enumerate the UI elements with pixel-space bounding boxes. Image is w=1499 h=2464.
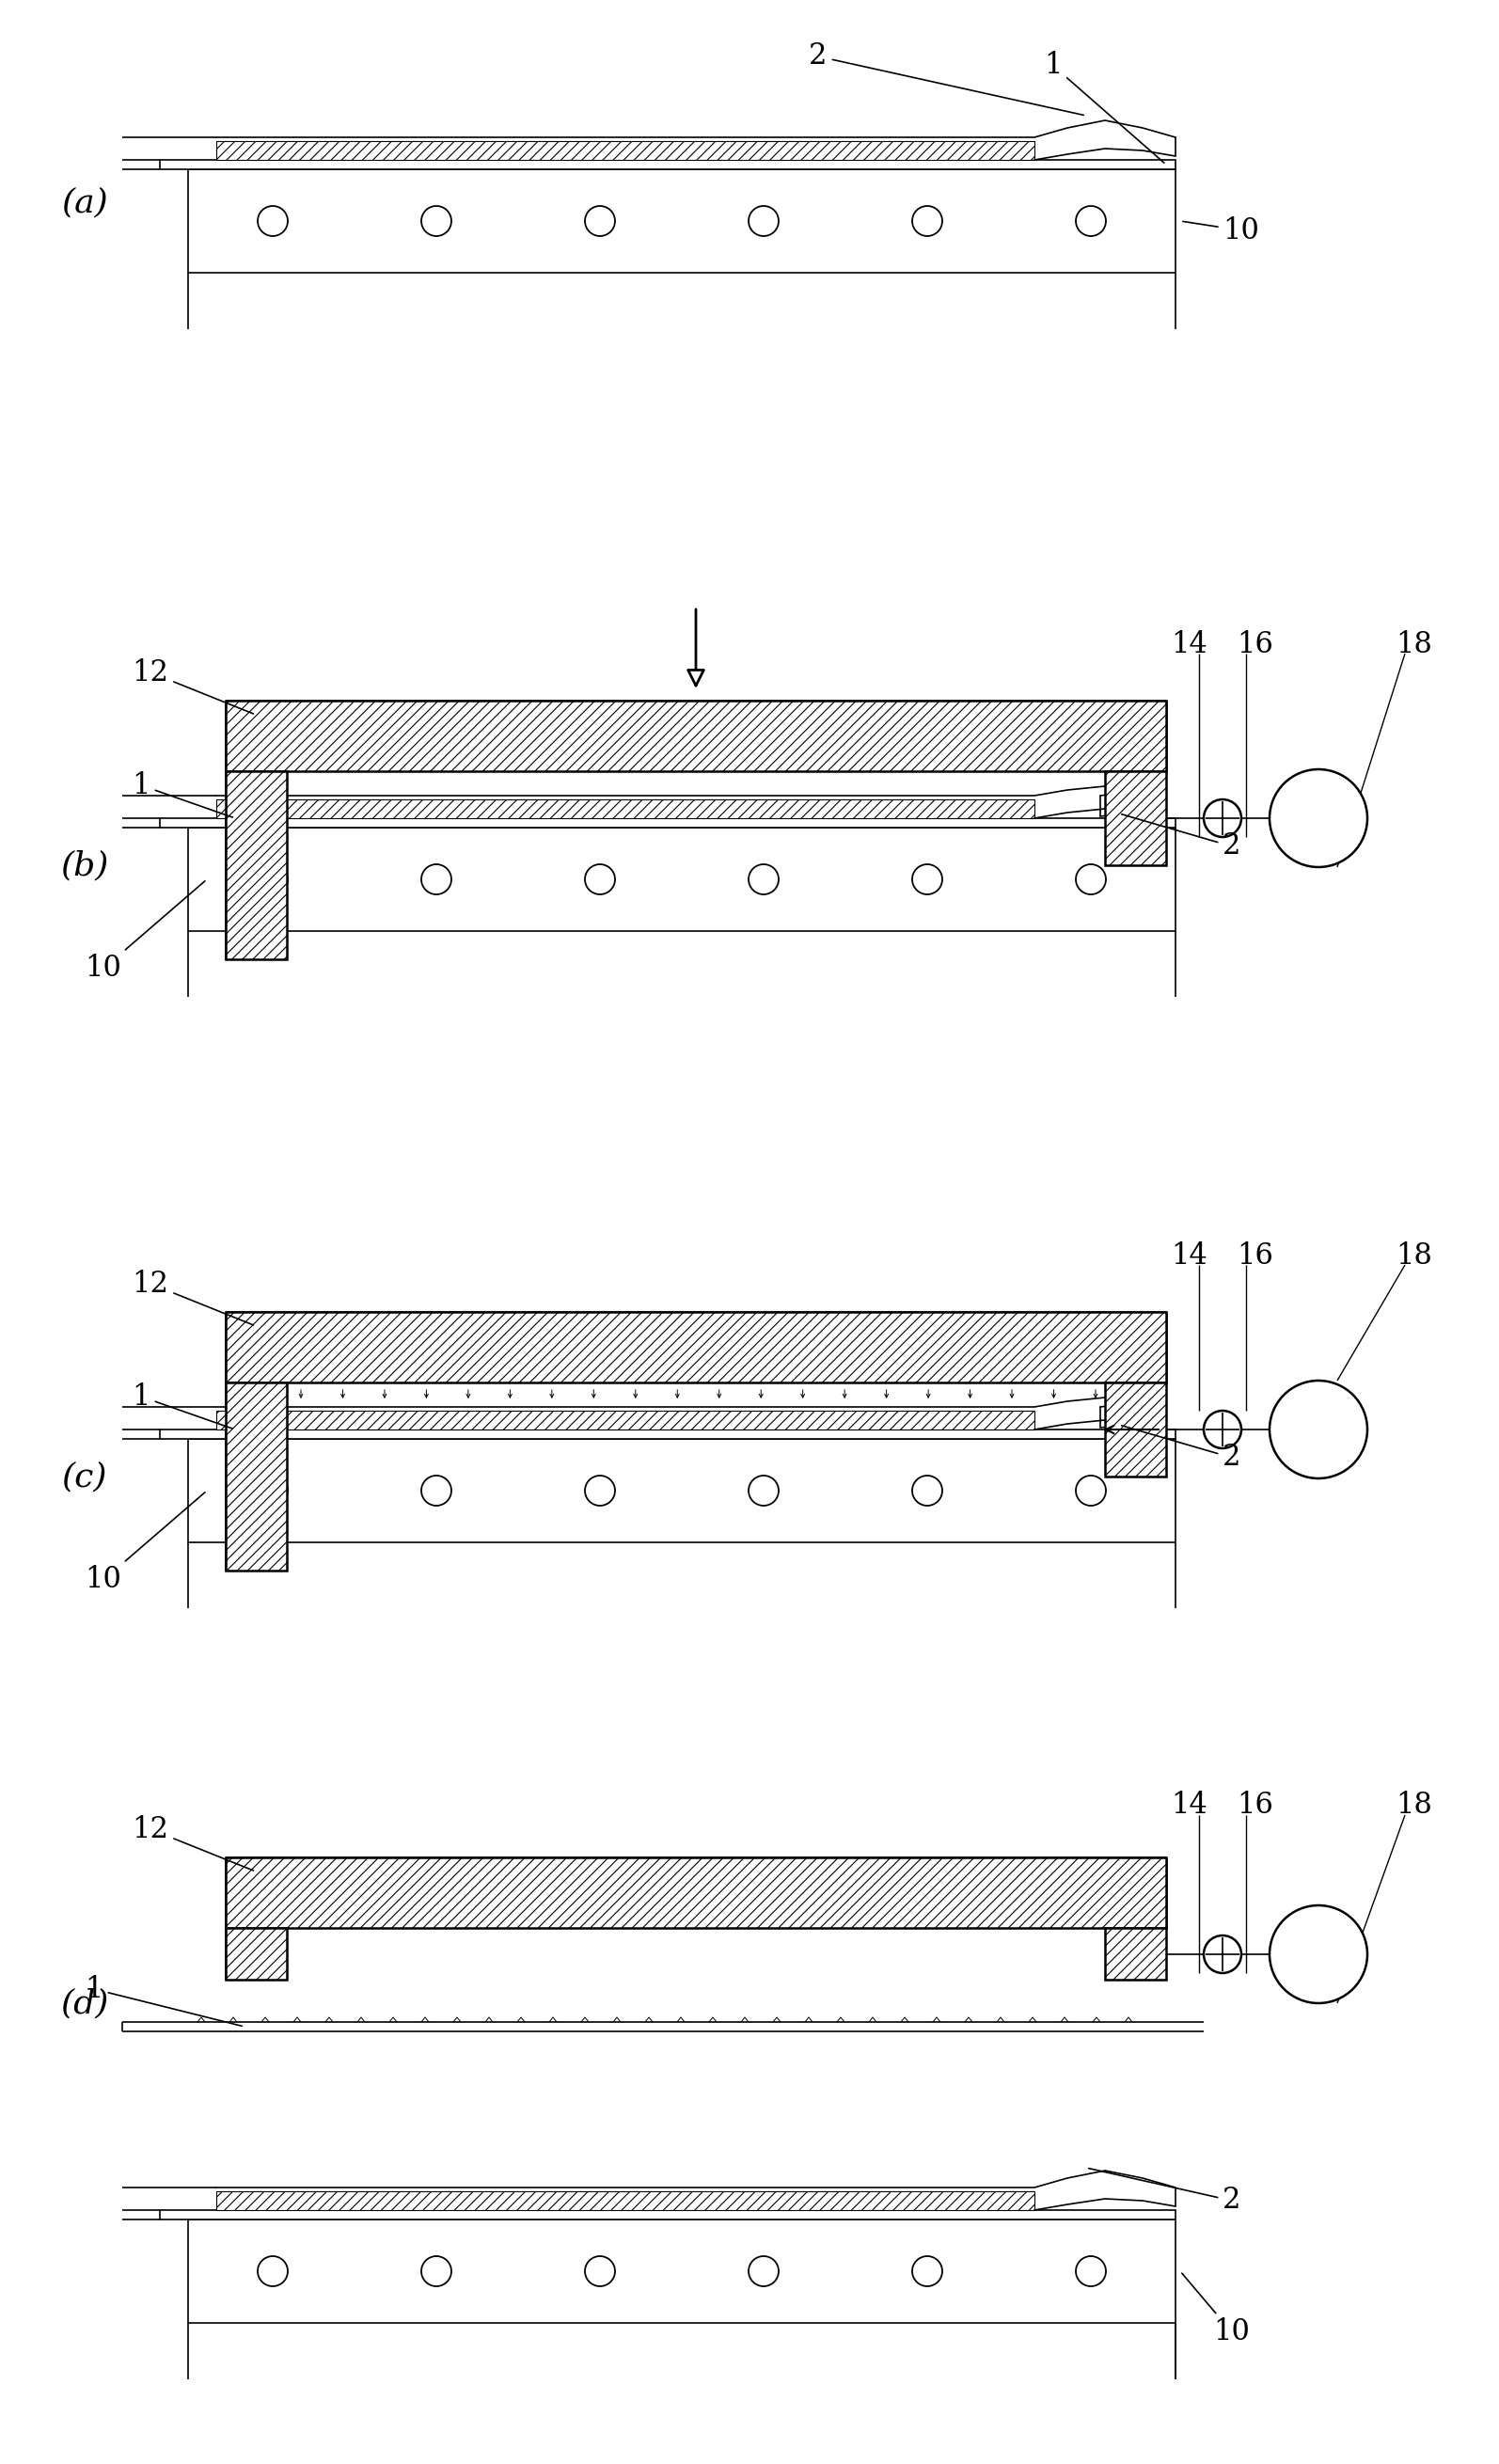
Circle shape <box>913 207 943 237</box>
Bar <box>160 160 1175 170</box>
Circle shape <box>1270 769 1367 867</box>
Circle shape <box>1270 1905 1367 2003</box>
Bar <box>187 828 1175 931</box>
Circle shape <box>421 1476 451 1506</box>
Circle shape <box>1076 1476 1106 1506</box>
Text: 2: 2 <box>1088 2168 1241 2215</box>
Circle shape <box>1204 1934 1241 1974</box>
Text: 18: 18 <box>1396 1242 1433 1269</box>
Circle shape <box>1076 865 1106 894</box>
Text: 12: 12 <box>132 658 253 715</box>
Circle shape <box>1204 1412 1241 1449</box>
Circle shape <box>421 207 451 237</box>
Circle shape <box>1204 798 1241 838</box>
Bar <box>226 1858 1166 1927</box>
Circle shape <box>1076 2257 1106 2287</box>
Text: (b): (b) <box>60 850 109 882</box>
Text: 16: 16 <box>1237 631 1274 658</box>
Circle shape <box>258 865 288 894</box>
Text: (a): (a) <box>61 187 108 219</box>
Circle shape <box>1076 207 1106 237</box>
Circle shape <box>913 2257 943 2287</box>
Circle shape <box>258 207 288 237</box>
Text: 14: 14 <box>1171 1242 1208 1269</box>
Text: 14: 14 <box>1171 1791 1208 1821</box>
Text: 1: 1 <box>1045 52 1165 163</box>
Bar <box>216 798 1034 818</box>
Circle shape <box>421 865 451 894</box>
Text: 1: 1 <box>132 771 232 818</box>
Circle shape <box>913 865 943 894</box>
Bar <box>216 2190 1034 2210</box>
Text: 1: 1 <box>85 1974 241 2025</box>
Circle shape <box>258 2257 288 2287</box>
Text: 10: 10 <box>1181 2274 1250 2346</box>
Text: 14: 14 <box>1171 631 1208 658</box>
Circle shape <box>585 865 615 894</box>
Text: 16: 16 <box>1237 1791 1274 1821</box>
Circle shape <box>913 1476 943 1506</box>
Bar <box>187 170 1175 274</box>
Circle shape <box>1270 1380 1367 1478</box>
Text: 2: 2 <box>1121 1427 1241 1473</box>
Bar <box>160 818 1175 828</box>
Bar <box>226 700 1166 771</box>
Text: 10: 10 <box>1183 217 1259 244</box>
Text: 16: 16 <box>1237 1242 1274 1269</box>
Circle shape <box>258 1476 288 1506</box>
Circle shape <box>421 2257 451 2287</box>
Bar <box>160 1429 1175 1439</box>
Bar <box>160 2210 1175 2220</box>
Bar <box>226 1382 286 1570</box>
Text: 12: 12 <box>132 1814 253 1870</box>
Circle shape <box>585 1476 615 1506</box>
Circle shape <box>748 207 778 237</box>
Bar <box>216 1412 1034 1429</box>
Text: 1: 1 <box>132 1382 232 1429</box>
Circle shape <box>585 207 615 237</box>
Text: (c): (c) <box>61 1461 108 1493</box>
Circle shape <box>748 2257 778 2287</box>
Circle shape <box>585 2257 615 2287</box>
Text: 10: 10 <box>85 1493 205 1594</box>
Bar <box>187 1439 1175 1542</box>
Bar <box>1105 1927 1166 1979</box>
Bar <box>226 1927 286 1979</box>
Bar <box>226 1311 1166 1382</box>
Text: 2: 2 <box>1121 813 1241 860</box>
Bar <box>226 771 286 958</box>
Text: 10: 10 <box>85 882 205 983</box>
Circle shape <box>748 865 778 894</box>
Bar <box>187 2220 1175 2324</box>
Text: 2: 2 <box>809 42 1084 116</box>
Text: 18: 18 <box>1396 1791 1433 1821</box>
Bar <box>1105 1382 1166 1476</box>
Bar <box>216 140 1034 160</box>
Circle shape <box>748 1476 778 1506</box>
Text: 18: 18 <box>1396 631 1433 658</box>
Text: (d): (d) <box>60 1986 109 2018</box>
Bar <box>1105 771 1166 865</box>
Text: 12: 12 <box>132 1269 253 1326</box>
